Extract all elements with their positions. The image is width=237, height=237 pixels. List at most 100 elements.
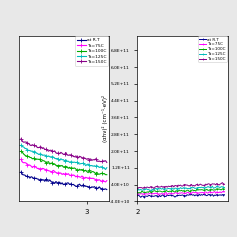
- Ta=75C: [222, 190, 225, 193]
- Ta=150C: [136, 187, 139, 190]
- Ta=75C: [197, 191, 200, 194]
- Line: at R.T: at R.T: [136, 193, 226, 199]
- Line: Ta=125C: Ta=125C: [136, 185, 226, 192]
- Ta=100C: [105, 173, 108, 176]
- Ta=75C: [104, 181, 107, 183]
- Ta=100C: [189, 190, 192, 192]
- Line: Ta=150C: Ta=150C: [19, 137, 109, 164]
- at R.T: [203, 193, 206, 196]
- at R.T: [40, 178, 42, 181]
- Ta=100C: [92, 170, 95, 173]
- Ta=75C: [93, 178, 96, 180]
- Ta=75C: [31, 166, 34, 169]
- Ta=150C: [67, 154, 70, 157]
- at R.T: [215, 193, 218, 196]
- Ta=150C: [221, 181, 224, 184]
- Ta=150C: [197, 184, 200, 187]
- Ta=100C: [20, 150, 23, 153]
- Ta=75C: [20, 158, 23, 161]
- Ta=125C: [46, 155, 49, 158]
- Ta=150C: [176, 185, 178, 187]
- at R.T: [139, 196, 142, 199]
- Line: Ta=100C: Ta=100C: [136, 187, 226, 194]
- Line: Ta=75C: Ta=75C: [19, 158, 109, 184]
- Ta=100C: [42, 159, 45, 162]
- Ta=150C: [42, 146, 45, 149]
- Ta=75C: [223, 191, 226, 193]
- Ta=100C: [67, 167, 70, 170]
- Ta=75C: [189, 191, 192, 194]
- Ta=100C: [190, 189, 193, 192]
- Ta=100C: [40, 160, 42, 163]
- Ta=75C: [157, 194, 160, 196]
- Ta=125C: [92, 165, 95, 168]
- Ta=125C: [104, 168, 107, 171]
- at R.T: [93, 185, 96, 188]
- Ta=150C: [190, 183, 193, 186]
- Ta=125C: [93, 164, 96, 167]
- Ta=125C: [149, 189, 152, 192]
- Ta=150C: [93, 159, 96, 161]
- Ta=75C: [46, 169, 49, 171]
- Ta=100C: [176, 190, 178, 192]
- Ta=125C: [215, 185, 218, 188]
- Ta=75C: [136, 193, 139, 196]
- Ta=100C: [214, 189, 217, 191]
- at R.T: [223, 193, 226, 196]
- Ta=150C: [193, 185, 196, 187]
- Ta=100C: [46, 161, 49, 164]
- Legend: at R.T, Ta=75C, Ta=100C, Ta=125C, Ta=150C: at R.T, Ta=75C, Ta=100C, Ta=125C, Ta=150…: [75, 36, 108, 66]
- Ta=100C: [137, 191, 140, 194]
- Line: at R.T: at R.T: [19, 170, 109, 191]
- Ta=100C: [136, 191, 139, 194]
- Ta=75C: [92, 177, 95, 180]
- at R.T: [193, 194, 196, 197]
- Ta=125C: [189, 187, 192, 190]
- at R.T: [136, 193, 139, 196]
- Line: Ta=125C: Ta=125C: [19, 144, 109, 171]
- Ta=75C: [40, 168, 42, 171]
- at R.T: [92, 186, 95, 189]
- Ta=125C: [193, 187, 196, 190]
- Ta=75C: [190, 192, 193, 195]
- Ta=125C: [211, 185, 214, 187]
- Ta=125C: [176, 187, 178, 190]
- Ta=100C: [223, 188, 226, 191]
- Line: Ta=75C: Ta=75C: [136, 190, 226, 196]
- Ta=150C: [20, 137, 23, 140]
- Ta=75C: [105, 179, 108, 182]
- Ta=75C: [214, 192, 217, 195]
- Legend: at R.T, Ta=75C, Ta=100C, Ta=125C, Ta=150C: at R.T, Ta=75C, Ta=100C, Ta=125C, Ta=150…: [198, 36, 227, 62]
- Ta=150C: [92, 158, 95, 161]
- Ta=100C: [193, 189, 196, 192]
- at R.T: [197, 194, 200, 197]
- Ta=125C: [197, 186, 200, 189]
- at R.T: [189, 193, 192, 196]
- at R.T: [67, 182, 70, 184]
- Ta=150C: [214, 183, 217, 186]
- Ta=125C: [20, 144, 23, 147]
- Ta=125C: [136, 188, 139, 191]
- Ta=75C: [67, 172, 70, 175]
- Ta=150C: [223, 183, 226, 186]
- Ta=100C: [222, 187, 225, 190]
- Ta=75C: [176, 192, 178, 195]
- Y-axis label: (αhν)² (cm⁻¹·eV)²: (αhν)² (cm⁻¹·eV)²: [102, 95, 108, 142]
- Ta=150C: [40, 146, 42, 148]
- Line: Ta=150C: Ta=150C: [136, 181, 226, 190]
- Line: Ta=100C: Ta=100C: [19, 150, 109, 176]
- Ta=125C: [190, 186, 193, 189]
- Ta=125C: [223, 186, 226, 189]
- Ta=125C: [67, 160, 70, 163]
- at R.T: [20, 170, 23, 173]
- Ta=125C: [31, 150, 34, 153]
- at R.T: [42, 178, 45, 181]
- Ta=125C: [40, 153, 42, 155]
- Ta=150C: [105, 161, 108, 164]
- Ta=75C: [193, 191, 196, 194]
- at R.T: [105, 188, 108, 191]
- Ta=150C: [46, 149, 49, 151]
- Ta=150C: [153, 187, 155, 190]
- at R.T: [190, 193, 193, 196]
- Ta=125C: [105, 166, 108, 169]
